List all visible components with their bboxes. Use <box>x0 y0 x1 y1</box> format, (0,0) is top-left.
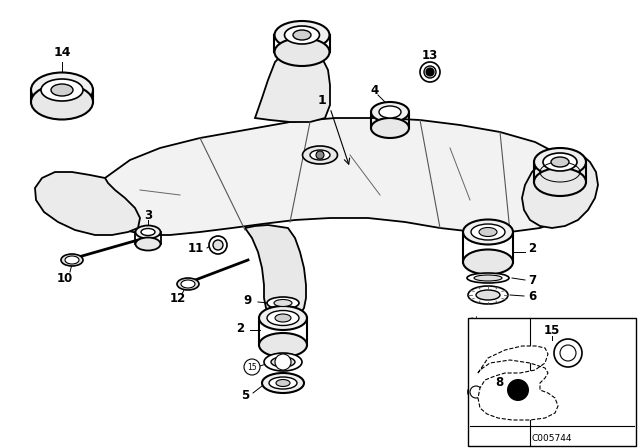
Polygon shape <box>478 346 558 420</box>
Circle shape <box>468 384 484 400</box>
Ellipse shape <box>31 73 93 108</box>
Ellipse shape <box>141 228 155 236</box>
Ellipse shape <box>181 280 195 288</box>
Ellipse shape <box>274 300 292 306</box>
Ellipse shape <box>303 146 337 164</box>
Ellipse shape <box>267 310 299 326</box>
Polygon shape <box>245 225 306 322</box>
Text: 12: 12 <box>170 292 186 305</box>
Ellipse shape <box>275 38 330 66</box>
Ellipse shape <box>470 386 482 398</box>
Text: 13: 13 <box>422 48 438 61</box>
Text: 1: 1 <box>317 94 326 107</box>
Ellipse shape <box>51 84 73 96</box>
Ellipse shape <box>264 353 302 371</box>
Polygon shape <box>522 152 598 228</box>
Ellipse shape <box>379 106 401 118</box>
Ellipse shape <box>262 373 304 393</box>
Ellipse shape <box>269 377 297 389</box>
Ellipse shape <box>136 225 161 238</box>
Ellipse shape <box>259 333 307 357</box>
Ellipse shape <box>259 306 307 330</box>
Ellipse shape <box>471 224 505 240</box>
Text: 7: 7 <box>528 273 536 287</box>
Text: 8: 8 <box>495 375 503 388</box>
Ellipse shape <box>463 250 513 275</box>
Text: C005744: C005744 <box>532 434 572 443</box>
Ellipse shape <box>61 254 83 266</box>
Circle shape <box>426 68 434 76</box>
Ellipse shape <box>476 290 500 300</box>
Ellipse shape <box>543 153 577 171</box>
Ellipse shape <box>420 62 440 82</box>
Ellipse shape <box>213 240 223 250</box>
Ellipse shape <box>467 273 509 283</box>
Ellipse shape <box>267 297 299 309</box>
Text: 5: 5 <box>241 388 249 401</box>
Ellipse shape <box>474 275 502 281</box>
Ellipse shape <box>177 278 199 290</box>
Polygon shape <box>35 172 140 235</box>
Circle shape <box>554 339 582 367</box>
Circle shape <box>275 354 291 370</box>
Text: 2: 2 <box>528 241 536 254</box>
Ellipse shape <box>371 102 409 122</box>
Polygon shape <box>255 48 330 122</box>
Ellipse shape <box>209 236 227 254</box>
Text: 2: 2 <box>236 322 244 335</box>
Ellipse shape <box>463 220 513 245</box>
Text: 15: 15 <box>247 362 257 371</box>
Ellipse shape <box>479 228 497 237</box>
Text: 15: 15 <box>544 323 560 336</box>
Ellipse shape <box>271 357 295 367</box>
Ellipse shape <box>275 314 291 322</box>
Ellipse shape <box>41 79 83 101</box>
Ellipse shape <box>551 157 569 167</box>
Ellipse shape <box>310 150 330 160</box>
Ellipse shape <box>285 26 319 44</box>
Ellipse shape <box>371 118 409 138</box>
Circle shape <box>244 359 260 375</box>
Ellipse shape <box>534 168 586 196</box>
Text: 6: 6 <box>528 289 536 302</box>
Ellipse shape <box>275 21 330 49</box>
Text: 9: 9 <box>244 293 252 306</box>
Text: 14: 14 <box>53 46 71 59</box>
Bar <box>468 318 636 446</box>
Text: 3: 3 <box>144 208 152 221</box>
Ellipse shape <box>136 237 161 250</box>
Ellipse shape <box>65 256 79 264</box>
Ellipse shape <box>424 66 436 78</box>
Circle shape <box>507 379 529 401</box>
Ellipse shape <box>293 30 311 40</box>
Ellipse shape <box>31 85 93 120</box>
Text: 4: 4 <box>371 83 379 96</box>
Ellipse shape <box>534 148 586 176</box>
Ellipse shape <box>468 286 508 304</box>
Text: 11: 11 <box>188 241 204 254</box>
Polygon shape <box>100 118 590 235</box>
Ellipse shape <box>276 379 290 387</box>
Circle shape <box>316 151 324 159</box>
Text: 10: 10 <box>57 271 73 284</box>
Circle shape <box>560 345 576 361</box>
